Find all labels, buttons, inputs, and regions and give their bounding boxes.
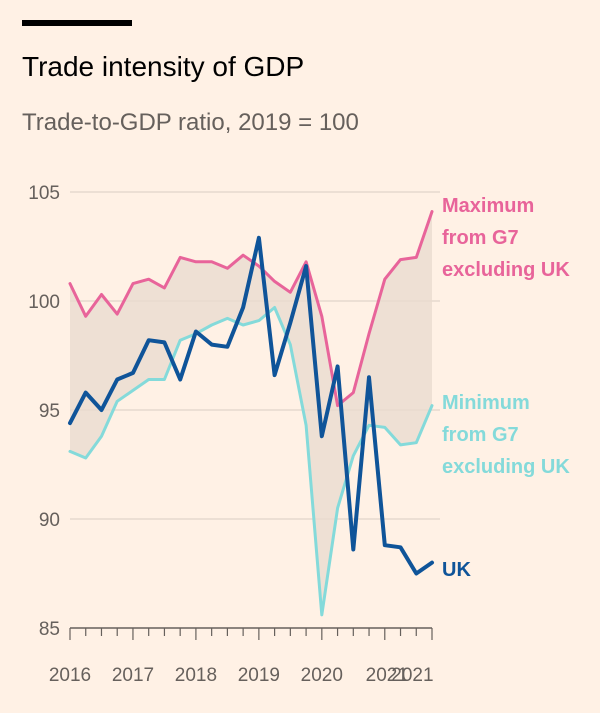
y-tick-label: 85 <box>39 619 60 640</box>
range-band-area <box>70 211 432 615</box>
y-tick-label: 95 <box>39 401 60 422</box>
series-line-uk <box>68 235 434 576</box>
y-axis-ticks: 85 90 95 100 105 <box>28 183 60 640</box>
y-tick-label: 90 <box>39 510 60 531</box>
y-tick-label: 100 <box>28 292 60 313</box>
x-tick-label: 2020 <box>301 665 343 686</box>
chart-title: Trade intensity of GDP <box>22 51 304 82</box>
series-line-maximum-from-g7-excluding-uk <box>68 210 434 408</box>
y-tick-label: 105 <box>28 183 60 204</box>
x-tick-label: 2019 <box>238 665 280 686</box>
header-rule <box>22 20 132 26</box>
series-label-line: from G7 <box>442 227 519 249</box>
series-label-line: from G7 <box>442 424 519 446</box>
series-label-line: Maximum <box>442 195 534 217</box>
x-tick-label: 2021 <box>391 665 433 686</box>
series-label-line: UK <box>442 559 471 581</box>
series-label-line: excluding UK <box>442 456 570 478</box>
series-label-line: Minimum <box>442 392 530 414</box>
series-label-line: excluding UK <box>442 259 570 281</box>
series-labels: Maximum from G7 excluding UK Minimum from G7… <box>442 195 570 581</box>
x-tick-label: 2021 <box>366 665 408 686</box>
x-tick-label: 2016 <box>49 665 91 686</box>
chart-subtitle: Trade-to-GDP ratio, 2019 = 100 <box>22 109 359 136</box>
x-tick-label: 2018 <box>175 665 217 686</box>
x-tick-label: 2017 <box>112 665 154 686</box>
series-lines <box>68 210 434 617</box>
range-band <box>70 211 432 615</box>
